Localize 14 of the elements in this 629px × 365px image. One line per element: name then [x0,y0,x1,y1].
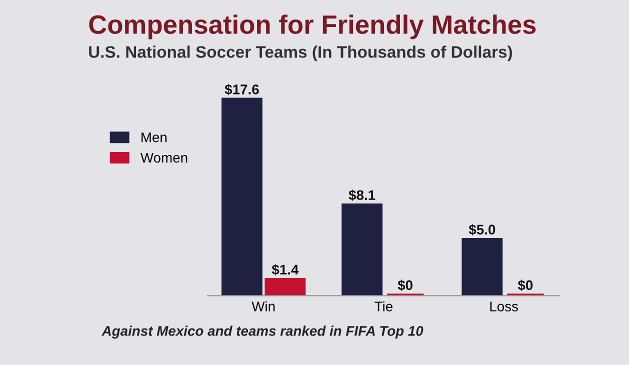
data-label: $0 [398,280,412,292]
legend-label: Women [140,152,188,163]
data-label: $17.6 [224,84,259,96]
text: Against Mexico and teams ranked in FIFA Top 10 [102,326,424,339]
chart-title: Compensation for Friendly Matches [89,14,536,40]
x-tick-label: Loss [490,302,518,312]
data-label: $1.4 [272,264,299,276]
data-label: $5.0 [468,224,496,236]
x-tick-label: Win [252,301,275,312]
data-label: $0 [518,280,533,292]
chart-subtitle: U.S. National Soccer Teams (In Thousands of Dollars) [89,46,512,62]
data-label: $8.1 [348,190,376,201]
legend-label: Men [142,132,167,142]
x-tick-label: Tie [374,301,392,312]
